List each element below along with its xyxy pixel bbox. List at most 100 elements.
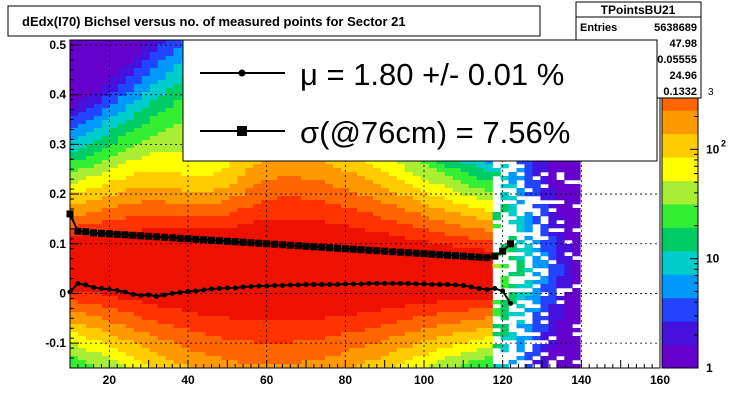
heatmap-cell: [357, 160, 366, 165]
heatmap-cell: [476, 160, 485, 165]
heatmap-cell: [460, 336, 469, 341]
heatmap-cell: [213, 332, 222, 337]
heatmap-cell: [293, 260, 302, 265]
heatmap-cell: [372, 192, 382, 197]
heatmap-cell: [117, 312, 127, 317]
heatmap-cell: [149, 360, 158, 365]
heatmap-cell: [141, 168, 151, 173]
heatmap-cell: [70, 84, 79, 89]
heatmap-cell: [245, 272, 254, 277]
heatmap-cell: [245, 220, 254, 225]
heatmap-cell: [372, 308, 382, 313]
data-point: [437, 282, 443, 288]
heatmap-cell: [133, 260, 143, 265]
heatmap-cell: [365, 324, 374, 329]
heatmap-cell: [165, 188, 174, 193]
heatmap-cell: [380, 352, 390, 357]
heatmap-cell: [149, 304, 158, 309]
heatmap-cell: [109, 56, 119, 61]
data-point: [287, 282, 293, 288]
heatmap-cell: [173, 168, 182, 173]
heatmap-cell: [388, 160, 398, 165]
heatmap-cell: [237, 316, 246, 321]
heatmap-cell: [70, 204, 79, 209]
heatmap-cell: [572, 224, 581, 229]
heatmap-cell: [181, 276, 190, 281]
heatmap-cell: [213, 224, 222, 229]
heatmap-cell: [365, 328, 374, 333]
heatmap-cell: [101, 296, 111, 301]
heatmap-cell: [436, 352, 446, 357]
heatmap-cell: [117, 44, 127, 49]
heatmap-cell: [380, 344, 390, 349]
heatmap-cell: [253, 200, 262, 205]
heatmap-cell: [237, 352, 246, 357]
heatmap-cell: [372, 160, 382, 165]
heatmap-cell: [149, 60, 158, 65]
heatmap-cell: [444, 180, 453, 185]
heatmap-cell: [317, 160, 326, 165]
heatmap-cell: [372, 320, 382, 325]
heatmap-cell: [317, 164, 326, 169]
heatmap-cell: [269, 168, 278, 173]
heatmap-cell: [269, 304, 278, 309]
heatmap-cell: [173, 260, 182, 265]
heatmap-cell: [333, 340, 342, 345]
heatmap-cell: [117, 332, 127, 337]
heatmap-cell: [165, 168, 174, 173]
heatmap-cell: [70, 304, 79, 309]
heatmap-cell: [396, 272, 406, 277]
heatmap-cell: [70, 176, 79, 181]
heatmap-cell: [173, 348, 182, 353]
heatmap-cell: [325, 196, 334, 201]
heatmap-cell: [189, 300, 198, 305]
heatmap-cell: [109, 348, 119, 353]
heatmap-cell: [388, 228, 398, 233]
heatmap-cell: [524, 224, 533, 229]
heatmap-cell: [548, 236, 557, 241]
heatmap-cell: [221, 272, 230, 277]
heatmap-cell: [309, 360, 318, 365]
heatmap-cell: [540, 196, 549, 201]
heatmap-cell: [380, 200, 390, 205]
heatmap-cell: [301, 332, 310, 337]
heatmap-cell: [221, 292, 230, 297]
heatmap-cell: [492, 168, 501, 173]
heatmap-cell: [181, 328, 190, 333]
heatmap-cell: [133, 180, 143, 185]
heatmap-cell: [213, 348, 222, 353]
heatmap-cell: [269, 272, 278, 277]
heatmap-cell: [468, 224, 477, 229]
heatmap-cell: [516, 312, 525, 317]
heatmap-cell: [468, 320, 477, 325]
heatmap-cell: [221, 336, 230, 341]
heatmap-cell: [237, 228, 246, 233]
heatmap-cell: [189, 168, 198, 173]
heatmap-cell: [293, 188, 302, 193]
heatmap-cell: [460, 172, 469, 177]
heatmap-cell: [237, 348, 246, 353]
heatmap-cell: [85, 220, 95, 225]
heatmap-cell: [341, 300, 350, 305]
data-point: [467, 253, 475, 261]
heatmap-cell: [436, 168, 446, 173]
heatmap-cell: [333, 268, 342, 273]
heatmap-cell: [309, 200, 318, 205]
heatmap-cell: [77, 332, 87, 337]
heatmap-cell: [325, 344, 334, 349]
heatmap-cell: [333, 316, 342, 321]
heatmap-cell: [229, 276, 238, 281]
heatmap-cell: [404, 176, 414, 181]
heatmap-cell: [556, 264, 565, 269]
heatmap-cell: [309, 356, 318, 361]
heatmap-cell: [460, 320, 469, 325]
heatmap-cell: [269, 204, 278, 209]
heatmap-cell: [261, 356, 270, 361]
heatmap-cell: [237, 272, 246, 277]
heatmap-cell: [181, 336, 190, 341]
heatmap-cell: [93, 324, 103, 329]
heatmap-cell: [181, 272, 190, 277]
heatmap-cell: [293, 304, 302, 309]
heatmap-cell: [85, 292, 95, 297]
heatmap-cell: [77, 244, 87, 249]
